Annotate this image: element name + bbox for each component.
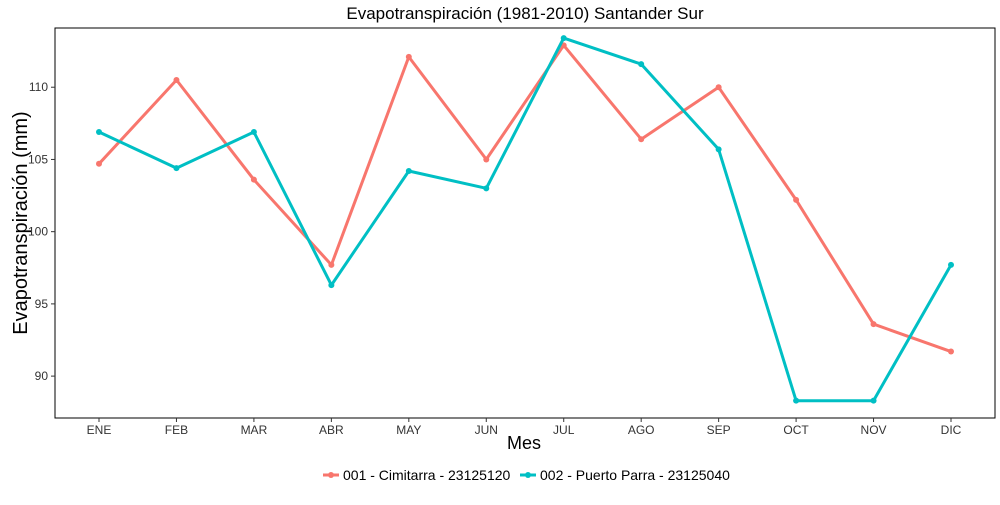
x-axis-title: Mes bbox=[507, 433, 541, 453]
x-tick-label: JUN bbox=[475, 423, 498, 437]
data-point bbox=[948, 348, 954, 355]
x-tick-label: ENE bbox=[87, 423, 112, 437]
data-point bbox=[638, 61, 645, 68]
data-point bbox=[715, 146, 722, 153]
x-tick-label: ABR bbox=[319, 423, 344, 437]
series-layer bbox=[96, 35, 954, 404]
y-tick-label: 110 bbox=[29, 80, 48, 94]
data-point bbox=[96, 129, 102, 135]
data-point bbox=[328, 261, 335, 268]
data-point bbox=[250, 129, 257, 135]
data-point bbox=[483, 185, 490, 192]
series-line bbox=[97, 36, 953, 403]
y-tick-label: 90 bbox=[35, 369, 49, 383]
y-axis: 90 95 100 105 110 bbox=[28, 80, 55, 383]
legend-label: 002 - Puerto Parra - 23125040 bbox=[540, 467, 730, 483]
data-point bbox=[715, 84, 722, 91]
chart-title: Evapotranspiración (1981-2010) Santander… bbox=[346, 4, 704, 23]
data-point bbox=[173, 165, 180, 172]
data-point bbox=[96, 160, 102, 167]
series-2 bbox=[96, 35, 954, 404]
y-tick-label: 105 bbox=[28, 152, 48, 166]
x-tick-label: NOV bbox=[861, 423, 887, 437]
data-point bbox=[793, 196, 800, 203]
data-point bbox=[870, 321, 877, 328]
x-tick-label: DIC bbox=[941, 423, 962, 437]
y-tick-label: 95 bbox=[35, 297, 49, 311]
plot-panel bbox=[54, 27, 996, 419]
series-1 bbox=[96, 42, 954, 355]
x-tick-label: AGO bbox=[628, 423, 655, 437]
x-tick-label: SEP bbox=[707, 423, 731, 437]
data-point bbox=[173, 77, 180, 83]
data-point bbox=[948, 261, 954, 268]
y-tick-label: 100 bbox=[28, 225, 48, 239]
data-point bbox=[250, 176, 257, 183]
data-point bbox=[870, 397, 877, 404]
legend: 001 - Cimitarra - 23125120 002 - Puerto P… bbox=[322, 466, 730, 484]
data-point bbox=[560, 35, 567, 42]
x-axis: ENE FEB MAR ABR MAY JUN JUL AGO SEP OCT NOV DIC bbox=[87, 418, 962, 437]
legend-label: 001 - Cimitarra - 23125120 bbox=[343, 467, 511, 483]
series-line bbox=[97, 43, 953, 354]
legend-key-point bbox=[328, 472, 334, 478]
legend-item: 002 - Puerto Parra - 23125040 bbox=[519, 466, 730, 484]
legend-key-point bbox=[525, 472, 531, 478]
x-tick-label: OCT bbox=[783, 423, 809, 437]
x-tick-label: MAR bbox=[241, 423, 268, 437]
data-point bbox=[638, 136, 645, 143]
y-axis-title: Evapotranspiración (mm) bbox=[10, 111, 32, 334]
data-point bbox=[405, 168, 412, 174]
data-point bbox=[793, 397, 800, 404]
data-point bbox=[405, 53, 412, 60]
data-point bbox=[328, 282, 335, 289]
legend-item: 001 - Cimitarra - 23125120 bbox=[322, 466, 511, 484]
data-point bbox=[483, 156, 490, 163]
x-tick-label: FEB bbox=[165, 423, 188, 437]
x-tick-label: MAY bbox=[396, 423, 421, 437]
x-tick-label: JUL bbox=[553, 423, 575, 437]
